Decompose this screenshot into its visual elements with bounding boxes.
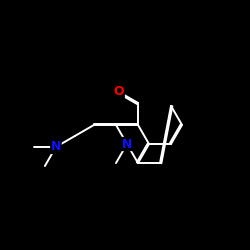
Text: N: N [122,138,132,150]
Text: O: O [114,86,124,98]
Text: N: N [51,140,61,153]
